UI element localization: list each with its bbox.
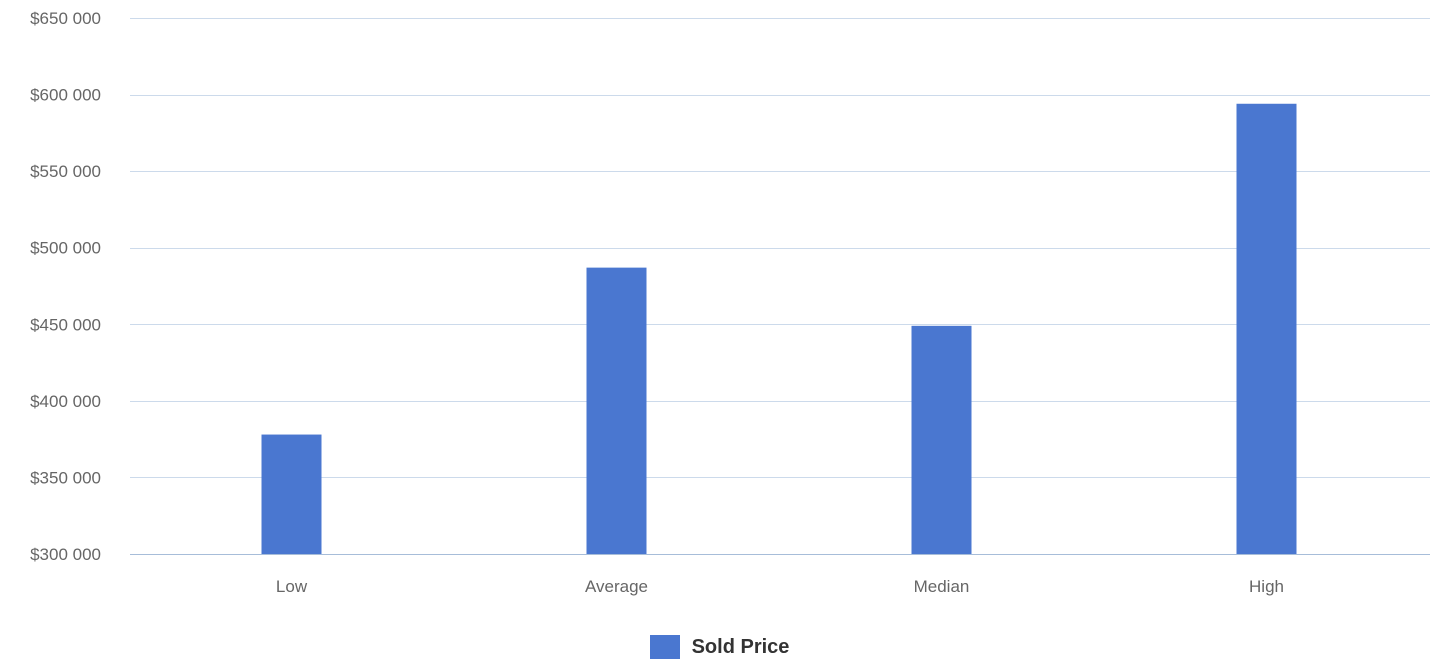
x-tick-label: Median [914,577,970,596]
bar-average[interactable] [586,267,647,554]
x-tick-label: Average [585,577,648,596]
legend: Sold Price [0,630,1437,664]
bar-median[interactable] [911,325,972,554]
y-tick-label: $600 000 [30,86,101,105]
legend-label: Sold Price [691,635,790,658]
y-axis-tick-labels: $300 000 $350 000 $400 000 $450 000 $500 000… [30,9,101,564]
gridlines [130,18,1430,555]
bar-high[interactable] [1236,103,1297,554]
x-tick-label: High [1249,577,1284,596]
y-tick-label: $450 000 [30,315,101,334]
x-tick-label: Low [276,577,308,596]
x-axis-tick-labels: Low Average Median High [276,577,1284,596]
y-tick-label: $300 000 [30,545,101,564]
y-tick-label: $550 000 [30,162,101,181]
bars [261,103,1297,554]
legend-item-sold-price[interactable]: Sold Price [649,635,790,659]
y-tick-label: $350 000 [30,468,101,487]
y-tick-label: $400 000 [30,392,101,411]
y-tick-label: $650 000 [30,9,101,28]
bar-low[interactable] [261,434,322,554]
y-tick-label: $500 000 [30,239,101,258]
legend-swatch [649,635,680,659]
